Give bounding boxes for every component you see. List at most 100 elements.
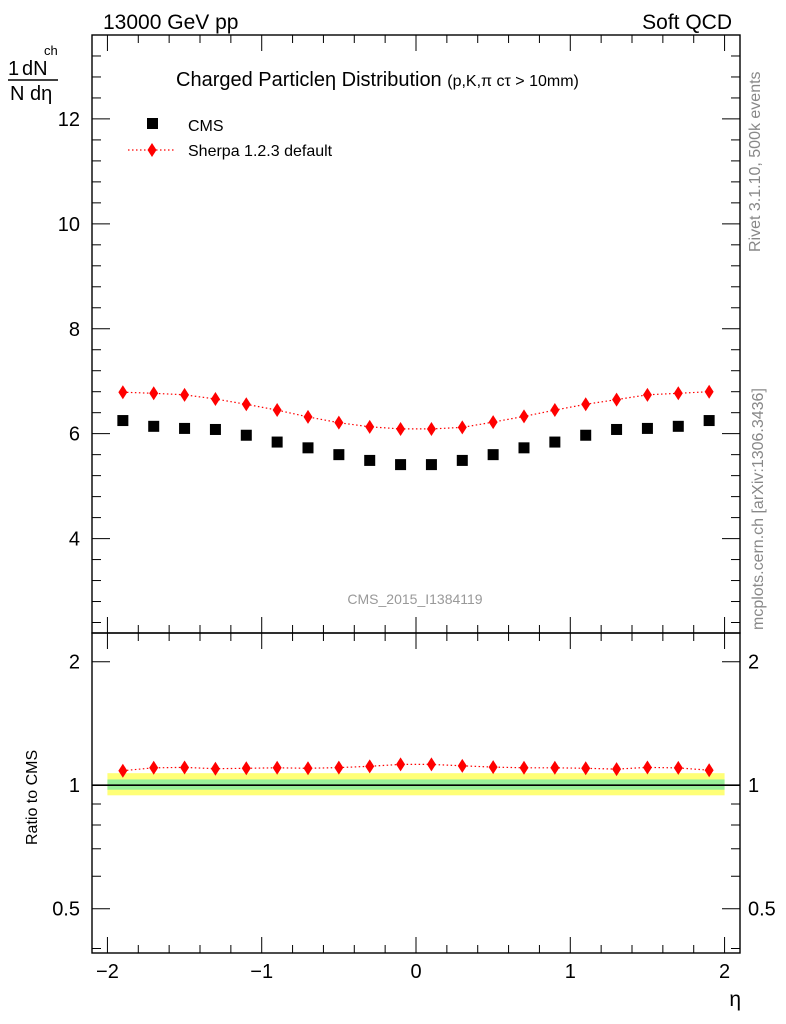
main-y-axis-label: 1 dN ch N dη [8, 43, 58, 105]
cms-point [302, 442, 314, 454]
cms-point [148, 420, 160, 432]
sherpa-point [303, 409, 313, 424]
sherpa-point [673, 386, 683, 401]
legend-sherpa-marker [147, 143, 157, 157]
sherpa-ratio-point [303, 761, 313, 776]
sherpa-ratio-point [426, 757, 436, 772]
sherpa-ratio-point [396, 757, 406, 772]
cms-point [518, 442, 530, 454]
y-tick-label: 12 [58, 109, 80, 131]
sherpa-point [488, 415, 498, 430]
ratio-plot-panel: −2 −1 0 1 2 0.5 0.5 1 1 2 2 [52, 632, 776, 983]
cms-point [672, 420, 684, 432]
sherpa-point [550, 403, 560, 418]
y-tick-label: 8 [69, 319, 80, 341]
cms-point [179, 422, 191, 434]
sherpa-point [519, 409, 529, 424]
sherpa-point [149, 386, 159, 401]
x-tick-label: 0 [410, 961, 421, 983]
cms-point [209, 423, 221, 435]
legend: CMS Sherpa 1.2.3 default [128, 118, 333, 160]
x-tick-label: −1 [250, 961, 273, 983]
cms-point [611, 423, 623, 435]
sherpa-point [396, 421, 406, 436]
legend-cms-label: CMS [188, 118, 224, 135]
ratio-y-tick-label-right: 0.5 [748, 899, 776, 921]
sherpa-point [426, 421, 436, 436]
sherpa-point [365, 419, 375, 434]
y-tick-label: 6 [69, 424, 80, 446]
ratio-y-tick-label-right: 2 [748, 652, 759, 674]
cms-point [395, 459, 407, 471]
sherpa-ratio-point [457, 758, 467, 773]
sherpa-ratio-point [612, 762, 622, 777]
main-plot-panel: 4 6 8 10 12 [58, 34, 741, 634]
header-energy-label: 13000 GeV pp [103, 11, 238, 34]
sherpa-point [612, 392, 622, 407]
y-tick-label: 10 [58, 214, 80, 236]
ratio-y-tick-label: 2 [69, 652, 80, 674]
cms-point [240, 429, 252, 441]
sherpa-ratio-point [149, 760, 159, 775]
sherpa-ratio-point [642, 760, 652, 775]
sherpa-ratio-point [488, 760, 498, 775]
x-axis-label: η [729, 988, 741, 1011]
x-tick-label: −2 [96, 961, 119, 983]
x-tick-label: 2 [719, 961, 730, 983]
sherpa-ratio-point [272, 760, 282, 775]
sherpa-point [581, 397, 591, 412]
ylabel-sub: ch [44, 43, 58, 58]
chart-title-main: Charged Particleη Distribution [176, 69, 442, 91]
sherpa-point [180, 387, 190, 402]
sherpa-ratio-point [704, 763, 714, 778]
y-tick-label: 4 [69, 529, 80, 551]
ratio-y-tick-label: 0.5 [52, 899, 80, 921]
ratio-y-axis-label: Ratio to CMS [24, 750, 41, 845]
cms-point [271, 436, 283, 448]
sherpa-ratio-point [118, 763, 128, 778]
rivet-version-label: Rivet 3.1.10, 500k events [747, 71, 764, 252]
legend-sherpa-label: Sherpa 1.2.3 default [188, 143, 333, 160]
sherpa-point [118, 385, 128, 400]
cms-point [456, 454, 468, 466]
cms-point [364, 454, 376, 466]
sherpa-ratio-point [180, 760, 190, 775]
sherpa-point [704, 384, 714, 399]
chart-title: Charged Particleη Distribution (p,K,π cτ… [176, 69, 579, 91]
legend-cms-marker [147, 118, 158, 129]
sherpa-ratio-point [673, 760, 683, 775]
sherpa-ratio-point [519, 760, 529, 775]
sherpa-ratio-point [210, 761, 220, 776]
chart-title-suffix: (p,K,π cτ > 10mm) [447, 73, 579, 90]
ylabel-one: 1 [8, 58, 19, 80]
cms-point [549, 436, 561, 448]
sherpa-point [457, 420, 467, 435]
cms-point [425, 459, 437, 471]
ratio-y-tick-label-right: 1 [748, 775, 759, 797]
sherpa-point [334, 415, 344, 430]
cms-point [703, 415, 715, 427]
sherpa-ratio-point [334, 760, 344, 775]
sherpa-ratio-point [550, 760, 560, 775]
ylabel-denominator: N dη [10, 83, 52, 105]
x-tick-label: 1 [565, 961, 576, 983]
analysis-watermark: CMS_2015_I1384119 [347, 591, 482, 607]
sherpa-ratio-point [241, 761, 251, 776]
sherpa-line [122, 391, 710, 430]
cms-point [641, 422, 653, 434]
cms-point [580, 429, 592, 441]
sherpa-point [241, 397, 251, 412]
cms-point [333, 449, 345, 461]
sherpa-point [272, 403, 282, 418]
cms-point [117, 415, 129, 427]
cms-point [487, 449, 499, 461]
sherpa-point [642, 387, 652, 402]
header-process-label: Soft QCD [642, 11, 732, 34]
mcplots-label: mcplots.cern.ch [arXiv:1306.3436] [750, 388, 767, 630]
sherpa-ratio-point [365, 759, 375, 774]
ratio-y-tick-label: 1 [69, 775, 80, 797]
sherpa-ratio-line [122, 763, 710, 772]
ylabel-dn: dN [22, 58, 48, 80]
sherpa-point [210, 392, 220, 407]
